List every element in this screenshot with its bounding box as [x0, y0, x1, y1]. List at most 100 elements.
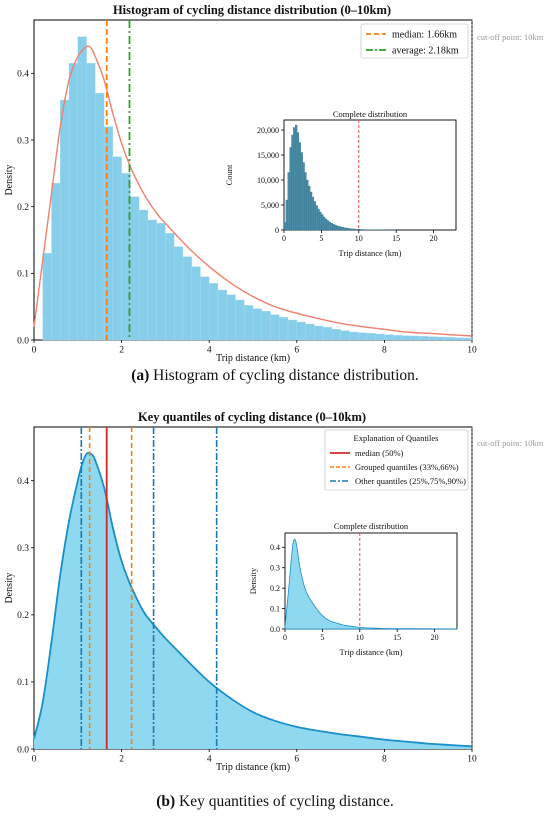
panel-b-y-axis-label: Density: [4, 572, 15, 603]
caption-a-text: Histogram of cycling distance distributi…: [149, 367, 419, 384]
x-tick-label: 20: [430, 234, 438, 243]
panel-b-cutoff-annotation: cut-off point: 10km: [477, 438, 544, 448]
panel-a-x-axis-label: Trip distance (km): [216, 353, 290, 364]
legend-b-median-label: median (50%): [355, 448, 404, 458]
histogram-bar: [305, 323, 315, 341]
histogram-bar: [436, 336, 446, 341]
histogram-bar: [357, 332, 368, 341]
x-tick-label: 6: [294, 346, 299, 356]
inset-a-y-ticks: 0 5,000 10,000 15,000 20,000: [257, 126, 284, 235]
x-tick-label: 5: [319, 234, 323, 243]
inset-a-x-label: Trip distance (km): [339, 248, 402, 258]
histogram-bar: [130, 196, 140, 341]
inset-histogram-bar: [319, 211, 322, 231]
panel-b-y-axis-ticks: 0.0 0.1 0.2 0.3 0.4: [17, 477, 34, 755]
x-tick-label: 10: [467, 346, 477, 356]
inset-histogram-bar: [304, 172, 307, 231]
inset-histogram-bar: [338, 226, 341, 231]
panel-b-quantile-lines: [80, 427, 218, 749]
histogram-bar: [147, 219, 157, 341]
histogram-bar: [182, 256, 192, 341]
x-tick-label: 10: [467, 755, 477, 765]
histogram-bar: [375, 333, 385, 341]
histogram-bar: [252, 308, 262, 341]
panel-b-kde-line: [33, 451, 473, 748]
inset-histogram-bar: [332, 224, 335, 231]
histogram-bar: [103, 126, 114, 341]
panel-a-title: Histogram of cycling distance distributi…: [113, 3, 391, 17]
inset-histogram-bar: [291, 134, 294, 231]
inset-histogram-bar: [310, 191, 313, 231]
caption-b-text: Key quantities of cycling distance.: [175, 793, 394, 810]
inset-histogram-bar: [356, 229, 359, 231]
panel-a-y-axis-ticks: 0.0 0.1 0.2 0.3 0.4: [17, 70, 34, 346]
y-tick-label: 0.3: [17, 544, 29, 554]
inset-histogram-bar: [345, 227, 348, 231]
inset-histogram-bar: [311, 196, 315, 231]
inset-histogram-bar: [343, 227, 346, 231]
y-tick-label: 0.0: [17, 336, 29, 346]
inset-histogram-bar: [308, 185, 311, 231]
histogram-bar: [419, 336, 429, 341]
histogram-bar: [200, 276, 210, 341]
histogram-bar: [322, 327, 333, 341]
y-tick-label: 0.3: [270, 564, 280, 573]
panel-a-x-axis-ticks: 0 2 4 6 8 10: [32, 340, 477, 356]
inset-histogram-bar: [296, 132, 300, 231]
histogram-bar: [287, 319, 298, 341]
inset-a-x-ticks: 0 5 10 15 20: [282, 230, 438, 243]
histogram-bar: [60, 99, 70, 341]
histogram-bar: [95, 93, 105, 341]
panel-a-inset: Complete distribution 0 5 10 15 20 0 5,000 10,…: [224, 109, 457, 258]
histogram-bar: [112, 156, 122, 341]
inset-histogram-bar: [313, 201, 316, 231]
histogram-bar: [296, 321, 306, 341]
inset-b-y-ticks: 0.0 0.1 0.2 0.3 0.4: [270, 543, 285, 634]
histogram-bar: [77, 36, 87, 341]
histogram-bar: [445, 337, 455, 341]
x-tick-label: 4: [207, 346, 212, 356]
y-tick-label: 0.3: [17, 136, 29, 146]
histogram-bar: [454, 337, 464, 341]
histogram-bar: [340, 330, 350, 341]
histogram-bar: [428, 336, 438, 341]
y-tick-label: 20,000: [257, 126, 279, 135]
histogram-bar: [401, 335, 411, 341]
legend-b-title: Explanation of Quantiles: [354, 433, 439, 443]
panel-a-cutoff-annotation: cut-off point: 10km: [477, 32, 544, 42]
inset-histogram-bar: [302, 162, 305, 231]
histogram-bar: [235, 299, 245, 341]
x-tick-label: 0: [283, 633, 287, 642]
inset-histogram-bar: [323, 216, 326, 231]
inset-histogram-bar: [324, 218, 328, 231]
inset-histogram-bar: [317, 208, 320, 231]
histogram-bar: [349, 331, 359, 341]
inset-b-x-ticks: 0 5 10 15 20: [283, 629, 439, 642]
caption-a-label: (a): [131, 367, 150, 384]
histogram-bar: [392, 335, 403, 341]
inset-histogram-bar: [336, 225, 339, 231]
panel-b-kde-area: [34, 452, 472, 749]
inset-b-area: [284, 538, 458, 630]
x-tick-label: 15: [393, 633, 401, 642]
x-tick-label: 5: [320, 633, 324, 642]
panel-b-legend: Explanation of Quantiles median (50%) Gr…: [324, 429, 469, 491]
inset-histogram-bar: [347, 228, 350, 231]
histogram-bar: [279, 317, 289, 341]
y-tick-label: 5,000: [261, 201, 279, 210]
histogram-bar: [173, 246, 184, 341]
inset-histogram-bar: [295, 124, 298, 231]
panel-b-title: Key quantiles of cycling distance (0–10k…: [138, 410, 366, 424]
caption-b: (b) Key quantities of cycling distance.: [0, 793, 550, 811]
x-tick-label: 8: [382, 755, 387, 765]
histogram-bar: [244, 305, 254, 341]
panel-a-legend: median: 1.66km average: 2.18km: [360, 23, 469, 59]
y-tick-label: 0: [275, 226, 279, 235]
inset-b-title: Complete distribution: [334, 521, 409, 531]
legend-b-other-label: Other quantiles (25%,75%,90%): [355, 476, 466, 486]
y-tick-label: 0.2: [17, 203, 29, 213]
histogram-bar: [86, 63, 96, 341]
inset-histogram-bar: [315, 205, 318, 231]
caption-a: (a) Histogram of cycling distance distri…: [0, 367, 550, 385]
